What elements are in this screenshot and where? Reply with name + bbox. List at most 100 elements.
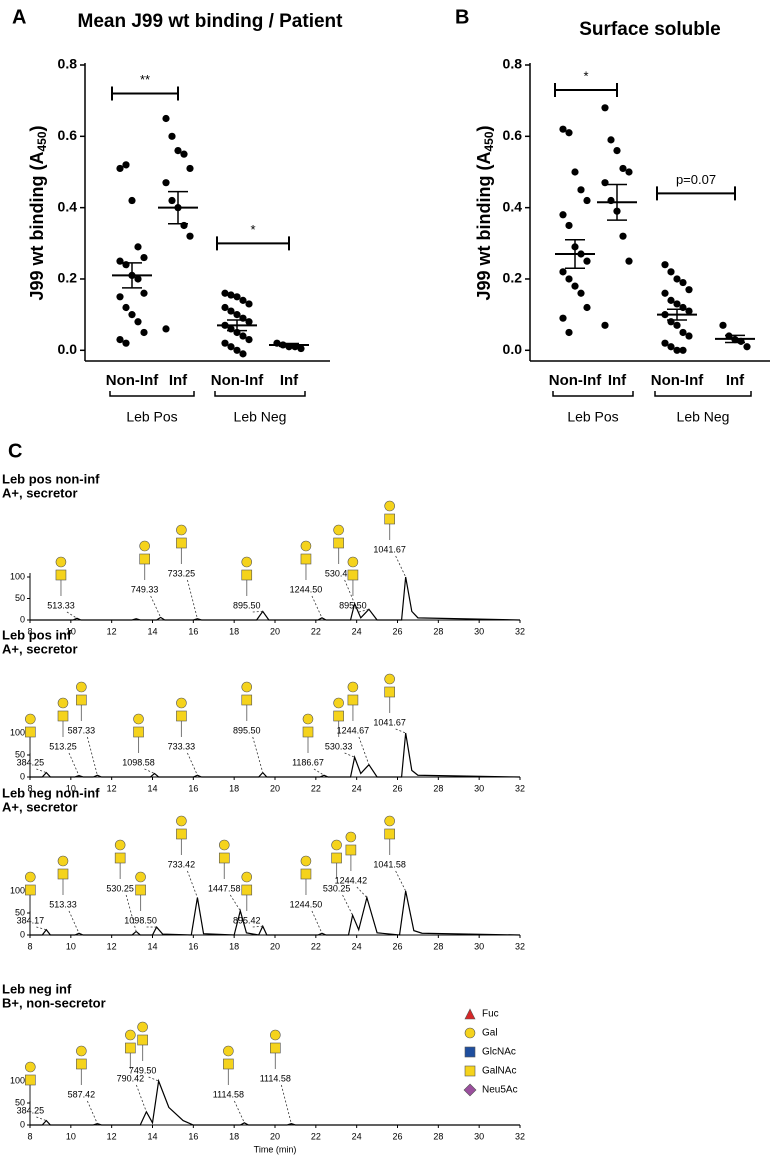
glycan-residue <box>333 524 344 536</box>
chart-title: B+, non-secretor <box>2 995 106 1010</box>
peak-label: 530.25 <box>323 883 351 893</box>
y-tick-label: 0.8 <box>503 56 523 72</box>
legend-label: GlcNAc <box>482 1047 516 1058</box>
glycan-residue <box>176 537 187 549</box>
chromatogram-trace <box>30 1078 520 1126</box>
peak-label: 733.33 <box>168 741 196 751</box>
x-tick-label: 26 <box>392 941 402 951</box>
data-point <box>122 339 130 347</box>
data-point <box>679 278 687 287</box>
peak-leader <box>68 752 80 776</box>
data-point <box>116 257 124 265</box>
error-bar <box>667 308 687 321</box>
y-tick-label: 100 <box>10 727 25 737</box>
peak-leader <box>66 611 78 619</box>
x-tick-label: 8 <box>27 1131 32 1141</box>
glycan-residue <box>270 1029 281 1041</box>
x-tick-label: 26 <box>392 783 402 793</box>
significance-label: ** <box>140 72 150 87</box>
x-axis-label: Time (min) <box>254 1144 297 1154</box>
peak-label: 895.42 <box>233 915 261 925</box>
peak-leader <box>86 736 98 776</box>
error-bar <box>725 334 745 344</box>
glycan-residue <box>176 828 187 840</box>
peak-label: 790.42 <box>117 1073 145 1083</box>
y-tick-label: 0.8 <box>58 56 78 72</box>
data-point <box>619 232 627 240</box>
x-tick-label: 20 <box>270 941 280 951</box>
data-point <box>667 268 675 276</box>
peak-label: 587.33 <box>68 725 96 735</box>
data-point <box>227 343 235 351</box>
group-bracket <box>552 391 634 397</box>
y-tick-label: 0.0 <box>503 341 523 357</box>
peak-label: 1244.67 <box>337 725 370 735</box>
peak-leader <box>344 752 355 758</box>
x-tick-label: 8 <box>27 626 32 636</box>
glycan-residue <box>347 556 359 568</box>
peak-label: 1244.50 <box>290 899 323 909</box>
x-tick-label: 20 <box>270 783 280 793</box>
x-tick-label: 22 <box>311 1131 321 1141</box>
data-point <box>601 104 609 112</box>
peak-leader <box>252 925 263 928</box>
data-point <box>221 289 229 297</box>
y-axis-label: J99 wt binding (A450) <box>27 125 49 300</box>
data-point <box>667 343 675 351</box>
data-point <box>559 314 567 322</box>
peak-leader <box>144 768 155 774</box>
glycan-residue <box>223 1058 234 1070</box>
chart-title: Surface soluble <box>579 19 721 40</box>
data-point <box>140 289 148 297</box>
peak-leader <box>395 555 407 578</box>
peak-leader <box>36 926 47 931</box>
x-tick-label: Non-Inf <box>651 372 704 389</box>
data-point <box>245 300 253 308</box>
error-bar <box>607 183 627 221</box>
glycan-residue <box>76 1045 87 1057</box>
glycan-residue <box>55 569 67 581</box>
peak-label: 895.50 <box>233 725 261 735</box>
x-tick-label: 16 <box>188 626 198 636</box>
peak-label: 895.50 <box>339 600 367 610</box>
x-tick-label: 22 <box>311 941 321 951</box>
glycan-residue <box>55 556 67 568</box>
data-point <box>667 296 675 304</box>
peak-leader <box>234 1100 245 1123</box>
y-tick-label: 0 <box>20 614 25 624</box>
peak-label: 895.50 <box>233 600 261 610</box>
data-point <box>239 332 247 340</box>
data-point <box>673 321 681 329</box>
group-label: Leb Neg <box>677 409 730 425</box>
data-point <box>679 328 687 337</box>
legend-label: Fuc <box>482 1009 499 1020</box>
data-point <box>673 300 681 308</box>
glycan-residue <box>384 500 395 512</box>
x-tick-label: 32 <box>515 626 525 636</box>
y-tick-label: 0.0 <box>58 341 78 357</box>
y-axis-label-end: ) <box>474 125 494 131</box>
peak-leader <box>356 886 368 898</box>
data-point <box>577 186 585 194</box>
x-tick-label: 10 <box>66 783 76 793</box>
data-point <box>685 332 693 340</box>
peak-label: 513.33 <box>47 600 75 610</box>
glycan-residue <box>384 828 395 840</box>
y-tick-label: 50 <box>15 1097 25 1107</box>
peak-label: 1041.58 <box>373 859 406 869</box>
peak-leader <box>187 870 198 898</box>
data-point <box>625 257 633 265</box>
x-tick-label: 22 <box>311 626 321 636</box>
x-tick-label: 24 <box>352 783 362 793</box>
peak-label: 513.33 <box>49 899 77 909</box>
x-tick-label: 20 <box>270 1131 280 1141</box>
x-tick-label: 12 <box>107 626 117 636</box>
y-tick-label: 0.4 <box>503 198 523 214</box>
glycan-residue <box>333 710 344 722</box>
y-tick-label: 50 <box>15 593 25 603</box>
glycan-residue <box>384 513 395 525</box>
x-tick-label: 20 <box>270 626 280 636</box>
group-bracket <box>214 391 306 397</box>
peak-leader <box>36 768 47 773</box>
peak-leader <box>311 910 323 934</box>
